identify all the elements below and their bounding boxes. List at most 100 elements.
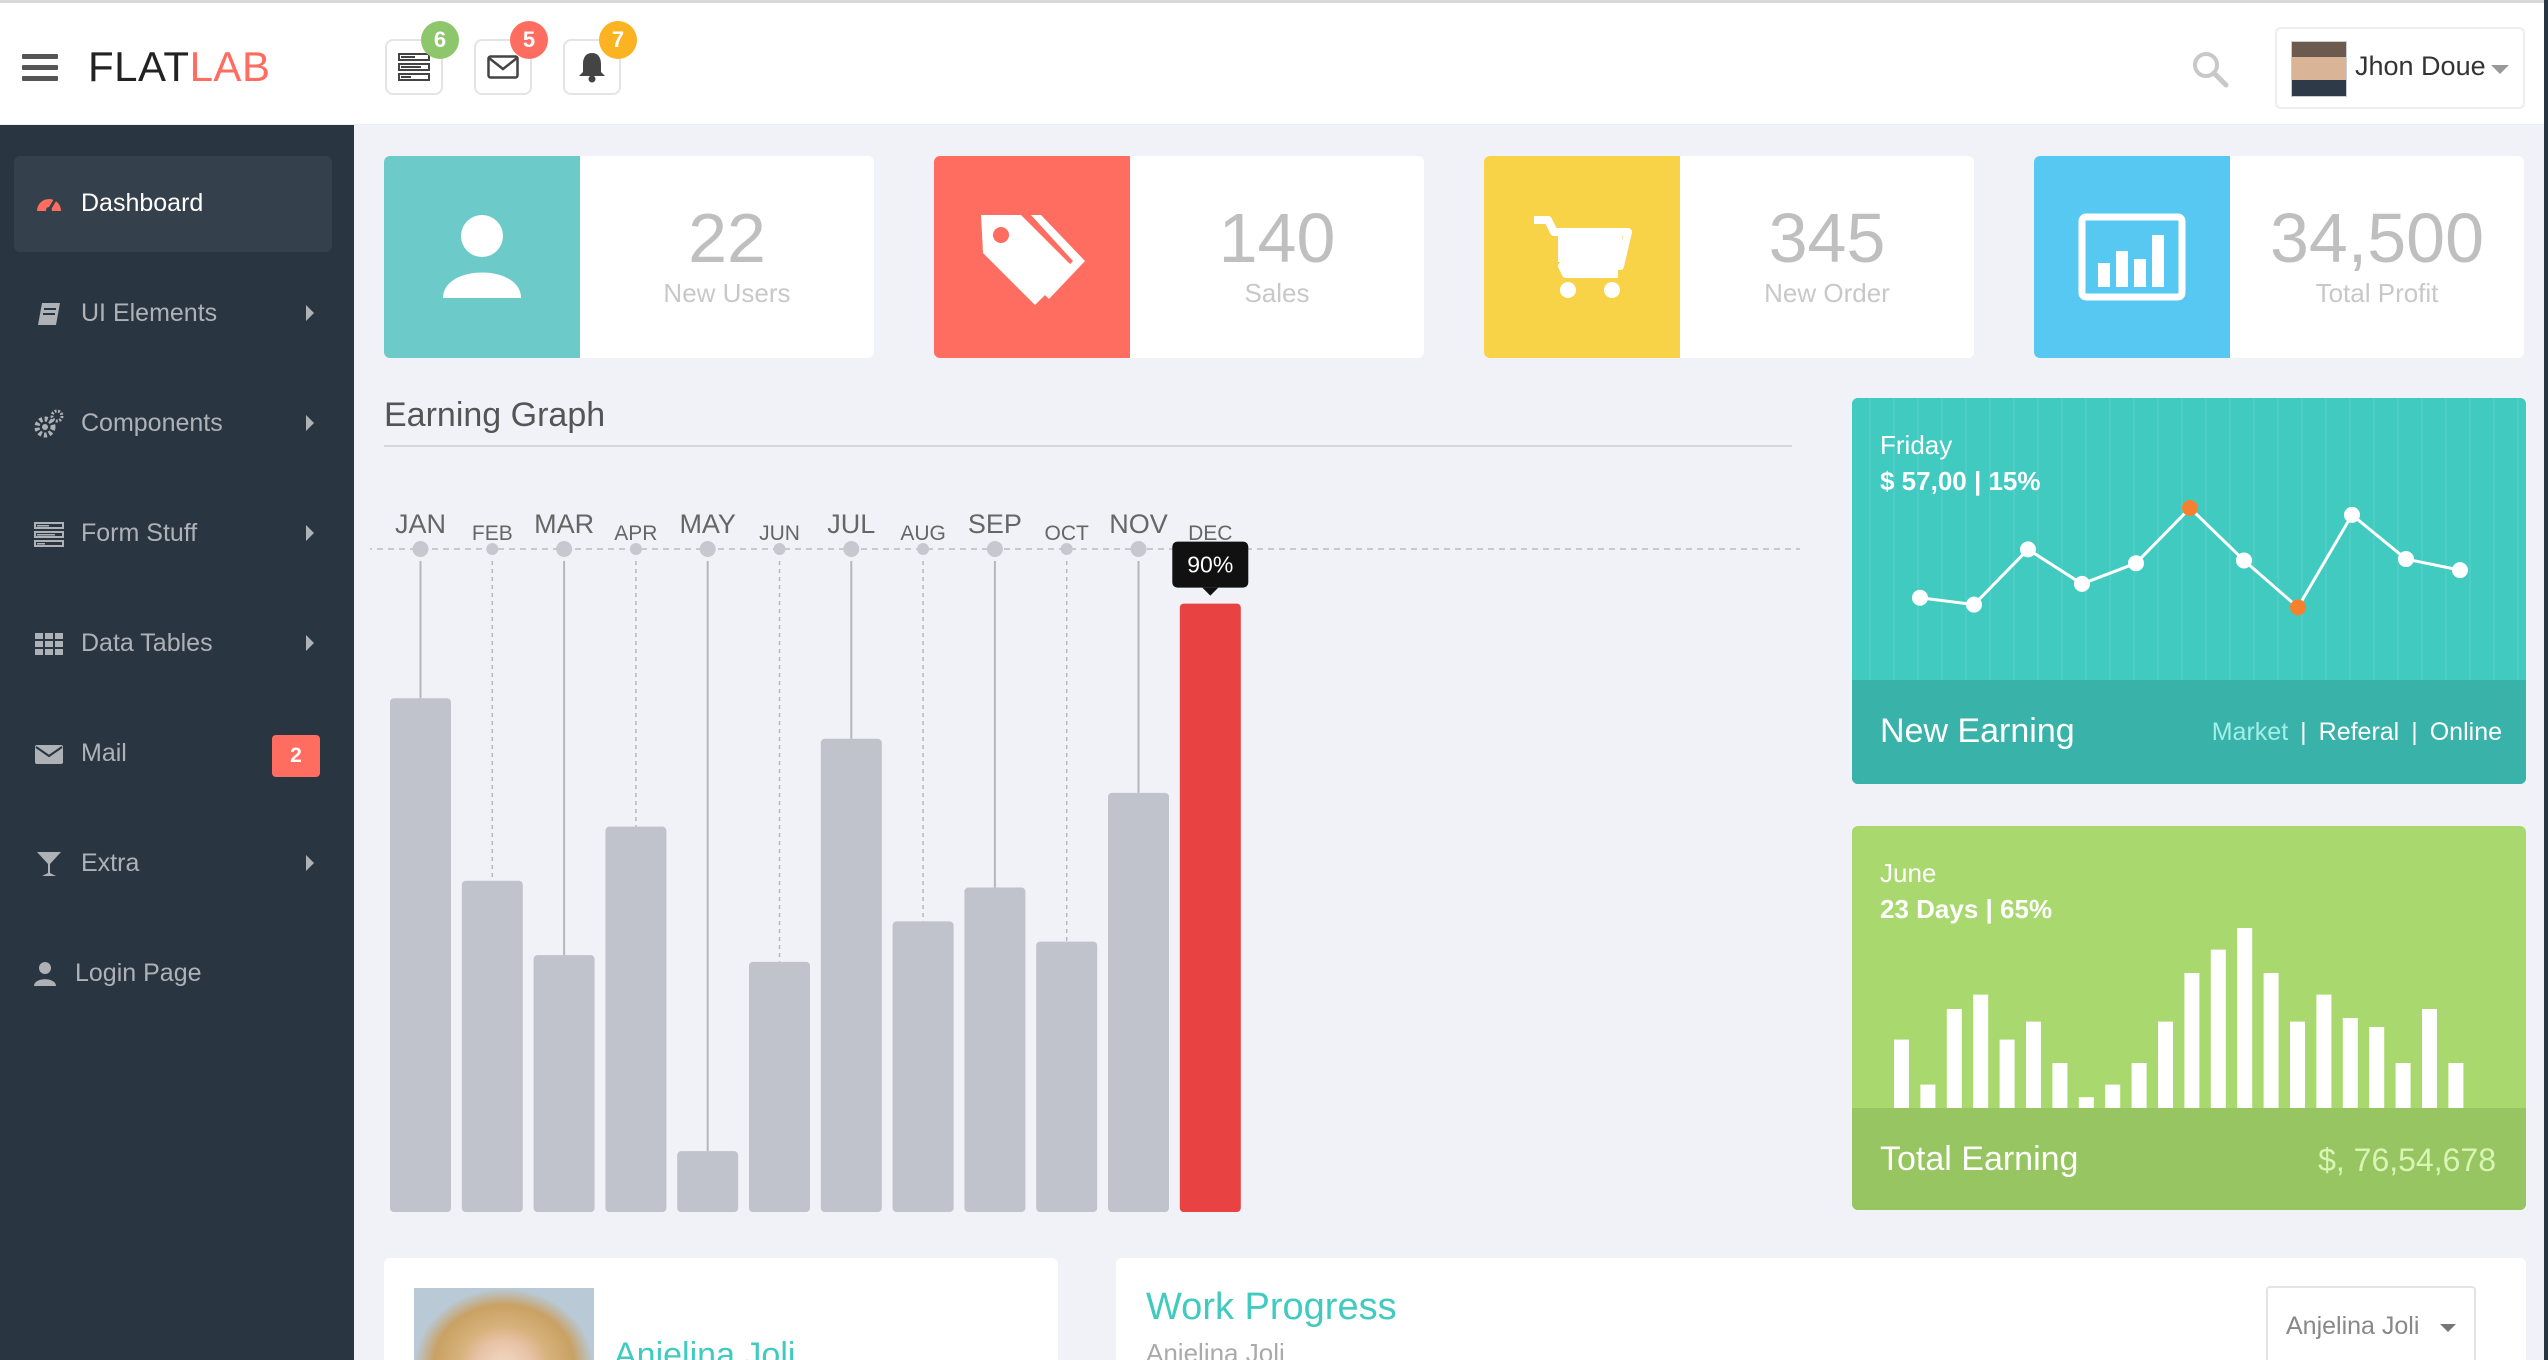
month-label-jul: JUL: [827, 509, 875, 539]
earning-bar-18: [2369, 1027, 2385, 1108]
earning-point-6: [2236, 552, 2252, 569]
month-label-aug: AUG: [900, 522, 946, 545]
stat-value: 34,500: [2269, 199, 2485, 277]
stat-symbol: [1484, 156, 1680, 358]
sidebar-item-ui-elements[interactable]: UI Elements: [14, 266, 332, 362]
menu-toggle-icon[interactable]: [22, 54, 58, 82]
grid-icon: [35, 633, 63, 655]
user-avatar: [2291, 41, 2347, 97]
sidebar-item-mail[interactable]: Mail 2: [14, 706, 332, 802]
earning-point-5: [2182, 500, 2198, 516]
user-icon: [34, 962, 56, 986]
earning-bar-5: [2026, 1021, 2041, 1108]
bar-mar: [533, 955, 595, 1212]
earning-amount: $ 57,00 | 15%: [1880, 466, 2041, 496]
sidebar-item-extra[interactable]: Extra: [14, 816, 332, 912]
total-earning-footer: Total Earning $, 76,54,678: [1852, 1108, 2526, 1210]
earning-bar-15: [2290, 1021, 2305, 1108]
bar-sep: [964, 887, 1026, 1212]
bar-chart-icon: [2078, 213, 2186, 301]
month-label-may: MAY: [679, 509, 736, 539]
stat-card-new-order[interactable]: 345 New Order: [1484, 156, 1974, 358]
referal-link[interactable]: Referal: [2318, 718, 2400, 746]
earning-bar-9: [2131, 1063, 2147, 1108]
book-icon: [38, 303, 60, 325]
alerts-notification-button[interactable]: 7: [563, 21, 637, 95]
axis-dot-jun: [773, 543, 786, 555]
brand-part-1: FLAT: [88, 43, 190, 90]
user-menu-dropdown[interactable]: Jhon Doue: [2275, 27, 2525, 109]
bar-oct: [1036, 941, 1098, 1212]
sidebar-item-data-tables[interactable]: Data Tables: [14, 596, 332, 692]
earning-bar-0: [1894, 1039, 1909, 1108]
axis-dot-apr: [629, 543, 642, 555]
glass-icon: [37, 852, 61, 876]
caret-right-icon: [306, 635, 314, 651]
total-earning-title: Total Earning: [1880, 1140, 2079, 1178]
sidebar-item-label: Form Stuff: [81, 519, 198, 547]
tasks-icon: [398, 53, 430, 81]
new-earning-line-chart: [1869, 398, 2519, 680]
person-select-dropdown[interactable]: Anjelina Joli: [2266, 1286, 2476, 1360]
stat-value: 345: [1768, 199, 1886, 277]
tooltip-box: [1172, 541, 1249, 588]
online-link[interactable]: Online: [2429, 718, 2502, 746]
mail-count-badge: 5: [510, 21, 548, 59]
bar-nov: [1108, 792, 1169, 1212]
sidebar-item-label: UI Elements: [81, 299, 218, 327]
bar-jul: [820, 738, 882, 1212]
dashboard-icon: [37, 199, 61, 213]
market-link[interactable]: Market: [2211, 718, 2289, 746]
link-separator: |: [2300, 718, 2307, 746]
new-earning-chart-area: Friday $ 57,00 | 15%: [1852, 398, 2526, 680]
stat-label: Total Profit: [2315, 278, 2439, 308]
profile-name[interactable]: Anjelina Joli: [614, 1336, 796, 1360]
tasks-icon: [34, 522, 64, 547]
sidebar-item-label: Login Page: [75, 959, 202, 987]
stat-symbol: [2034, 156, 2230, 358]
earning-point-0: [1912, 589, 1928, 606]
total-earning-card: June 23 Days | 65% Total Earning $, 76,5…: [1852, 826, 2526, 1210]
search-icon[interactable]: [2190, 49, 2230, 89]
earning-bar-7: [2078, 1097, 2094, 1108]
earning-bar-8: [2105, 1084, 2121, 1108]
stat-symbol: [384, 156, 580, 358]
earning-point-10: [2452, 562, 2468, 579]
sidebar-item-form-stuff[interactable]: Form Stuff: [14, 486, 332, 582]
stat-card-sales[interactable]: 140 Sales: [934, 156, 1424, 358]
month-label-jun: JUN: [759, 522, 800, 545]
earning-point-2: [2020, 541, 2036, 558]
stat-card-new-users[interactable]: 22 New Users: [384, 156, 874, 358]
tasks-notification-button[interactable]: 6: [385, 21, 459, 95]
earning-bar-1: [1920, 1084, 1936, 1108]
brand-logo[interactable]: FLATLAB: [88, 43, 270, 91]
stat-card-total-profit[interactable]: 34,500 Total Profit: [2034, 156, 2524, 358]
axis-dot-mar: [556, 541, 573, 557]
title-divider: [384, 445, 1792, 447]
axis-dot-jan: [412, 541, 429, 557]
sidebar-item-components[interactable]: Components: [14, 376, 332, 472]
earning-bar-21: [2448, 1063, 2464, 1108]
profile-panel: Anjelina Joli: [384, 1258, 1058, 1360]
page-scrollbar[interactable]: [2544, 0, 2548, 1360]
sidebar-item-label: Extra: [81, 849, 140, 877]
axis-dot-aug: [917, 543, 930, 555]
stat-label: New Order: [1764, 278, 1890, 308]
earning-bar-19: [2395, 1063, 2411, 1108]
earning-point-7: [2290, 599, 2306, 616]
sidebar-item-dashboard[interactable]: Dashboard: [14, 156, 332, 252]
sidebar-item-login-page[interactable]: Login Page: [14, 926, 332, 1022]
earning-bar-12: [2210, 949, 2226, 1108]
earning-bar-6: [2052, 1063, 2068, 1108]
user-name: Jhon Doue: [2355, 51, 2486, 81]
bar-dec: [1179, 603, 1241, 1212]
total-earning-value: $, 76,54,678: [2318, 1142, 2496, 1178]
earning-bar-10: [2158, 1021, 2173, 1108]
sidebar: Dashboard UI Elements Components Form St…: [0, 125, 354, 1360]
stat-label: New Users: [663, 278, 791, 308]
earning-bar-2: [1946, 1009, 1962, 1108]
earning-graph-title: Earning Graph: [384, 396, 606, 434]
sidebar-item-label: Components: [81, 409, 223, 437]
axis-dot-nov: [1130, 541, 1147, 557]
mail-notification-button[interactable]: 5: [474, 21, 548, 95]
